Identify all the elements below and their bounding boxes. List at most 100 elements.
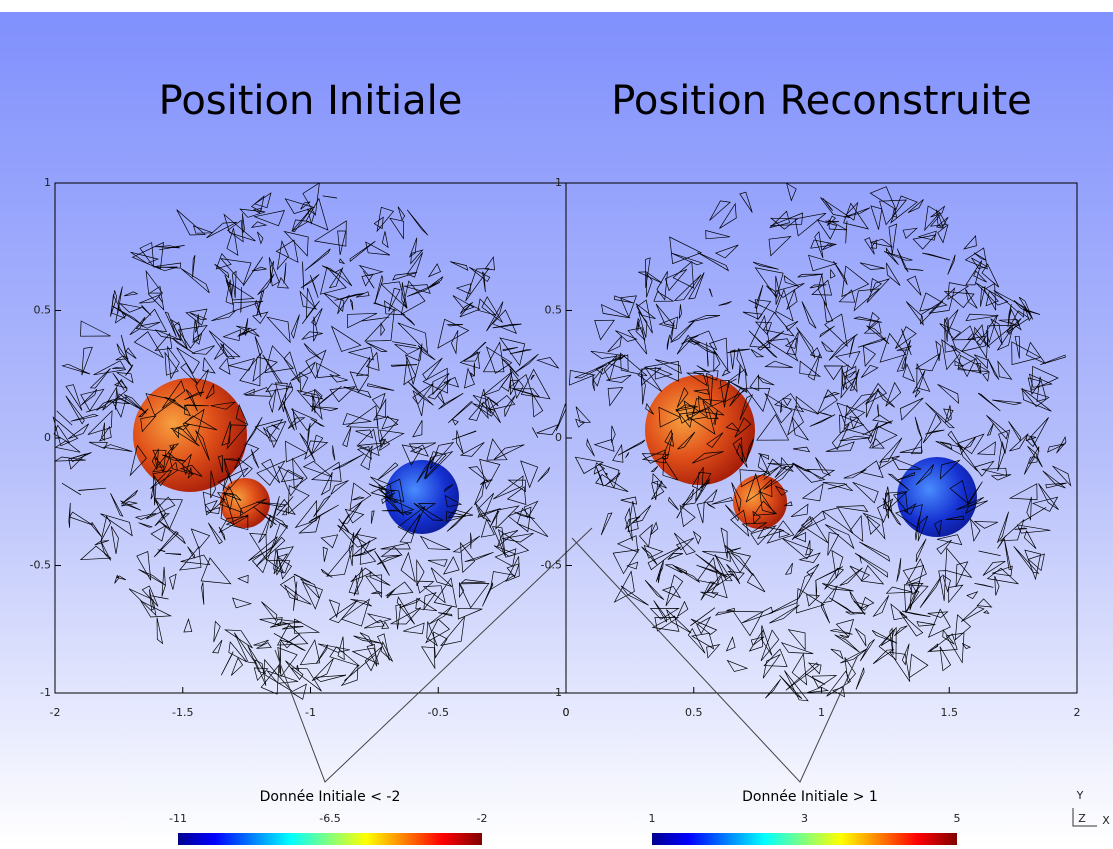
mesh-element bbox=[796, 327, 816, 359]
top-margin bbox=[0, 0, 1113, 12]
mesh-element bbox=[718, 301, 732, 306]
mesh-element bbox=[944, 405, 952, 424]
mesh-element bbox=[839, 634, 849, 639]
mesh-element bbox=[825, 220, 840, 223]
mesh-element bbox=[351, 647, 380, 665]
mesh-element bbox=[302, 182, 320, 217]
mesh-element bbox=[370, 476, 393, 498]
mesh-element bbox=[730, 509, 750, 537]
mesh-element bbox=[665, 574, 684, 607]
mesh-element bbox=[472, 394, 492, 415]
mesh-element bbox=[300, 201, 311, 210]
mesh-element bbox=[427, 378, 452, 400]
mesh-element bbox=[891, 457, 922, 470]
mesh-element bbox=[986, 567, 1020, 585]
mesh-element bbox=[917, 515, 929, 542]
mesh-element bbox=[388, 287, 401, 312]
mesh-element bbox=[636, 299, 653, 334]
mesh-element bbox=[409, 237, 418, 258]
mesh-element bbox=[667, 553, 684, 560]
mesh-element bbox=[956, 433, 985, 455]
mesh-element bbox=[794, 531, 807, 543]
red-region bbox=[645, 375, 755, 485]
mesh-element bbox=[939, 459, 961, 480]
mesh-element bbox=[727, 348, 750, 354]
mesh-element bbox=[919, 292, 948, 312]
mesh-element bbox=[192, 225, 213, 234]
mesh-element bbox=[964, 436, 977, 450]
mesh-element bbox=[922, 252, 951, 261]
mesh-element bbox=[977, 392, 1001, 412]
mesh-element bbox=[607, 387, 624, 407]
mesh-element bbox=[187, 546, 196, 559]
mesh-element bbox=[756, 414, 790, 441]
mesh-element bbox=[708, 288, 713, 298]
mesh-element bbox=[477, 298, 497, 316]
mesh-element bbox=[93, 360, 127, 376]
mesh-element bbox=[749, 314, 771, 349]
mesh-element bbox=[504, 395, 516, 417]
mesh-element bbox=[380, 322, 386, 337]
mesh-element bbox=[829, 597, 855, 615]
colorbar bbox=[652, 833, 957, 845]
mesh-element bbox=[217, 455, 224, 473]
mesh-element bbox=[664, 429, 675, 448]
mesh-element bbox=[644, 360, 679, 382]
mesh-element bbox=[824, 567, 845, 590]
mesh-element bbox=[887, 473, 910, 491]
mesh-element bbox=[859, 541, 891, 562]
mesh-element bbox=[492, 475, 524, 500]
mesh-element bbox=[289, 667, 322, 692]
mesh-element bbox=[792, 462, 826, 483]
mesh-element bbox=[791, 515, 813, 541]
mesh-element bbox=[901, 328, 912, 356]
mesh-element bbox=[123, 291, 139, 297]
mesh-element bbox=[721, 369, 731, 377]
axis-z-label: Z bbox=[1078, 812, 1086, 825]
mesh-element bbox=[158, 520, 186, 544]
mesh-element bbox=[164, 396, 188, 412]
mesh-element bbox=[696, 365, 710, 374]
mesh-element bbox=[292, 408, 297, 430]
mesh-element bbox=[862, 512, 886, 540]
mesh-element bbox=[1014, 527, 1028, 530]
mesh-element bbox=[337, 294, 350, 315]
mesh-element bbox=[606, 374, 632, 383]
mesh-element bbox=[164, 351, 179, 376]
mesh-element bbox=[184, 415, 218, 431]
mesh-element bbox=[100, 540, 112, 561]
mesh-element bbox=[866, 325, 890, 345]
mesh-element bbox=[769, 604, 800, 624]
mesh-element bbox=[894, 625, 908, 637]
mesh-element bbox=[706, 342, 709, 367]
mesh-element bbox=[88, 441, 108, 449]
mesh-element bbox=[361, 316, 390, 322]
mesh-element bbox=[864, 237, 875, 255]
mesh-element bbox=[477, 508, 501, 518]
mesh-element bbox=[725, 422, 741, 432]
mesh-element bbox=[879, 199, 908, 226]
mesh-element bbox=[626, 561, 639, 570]
mesh-element bbox=[430, 567, 453, 587]
mesh-element bbox=[392, 272, 418, 281]
mesh-element bbox=[1031, 365, 1059, 391]
mesh-element bbox=[945, 515, 965, 520]
mesh-element bbox=[1003, 538, 1012, 571]
mesh-element bbox=[266, 420, 287, 449]
mesh-element bbox=[85, 406, 106, 413]
mesh-element bbox=[355, 533, 378, 547]
mesh-element bbox=[839, 435, 871, 442]
mesh-element bbox=[249, 533, 268, 562]
mesh-element bbox=[820, 197, 851, 218]
mesh-element bbox=[823, 392, 841, 399]
mesh-element bbox=[843, 370, 856, 378]
mesh-element bbox=[883, 492, 890, 519]
mesh-element bbox=[154, 332, 173, 351]
mesh-element bbox=[902, 227, 918, 240]
mesh-element bbox=[658, 316, 679, 330]
mesh-element bbox=[458, 583, 490, 609]
mesh-element bbox=[815, 579, 818, 598]
mesh-element bbox=[421, 646, 436, 670]
mesh-element bbox=[910, 437, 923, 455]
mesh-element bbox=[210, 470, 216, 499]
